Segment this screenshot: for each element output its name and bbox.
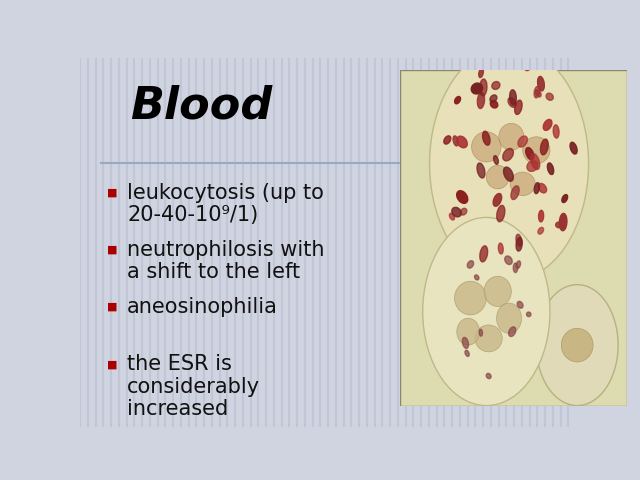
Ellipse shape [539,210,543,222]
Ellipse shape [538,76,545,91]
Ellipse shape [499,123,524,150]
Ellipse shape [511,186,519,200]
Text: ■: ■ [108,188,118,197]
Ellipse shape [465,350,469,357]
Ellipse shape [513,263,518,273]
Ellipse shape [457,136,467,148]
Text: increased: increased [127,399,228,419]
Ellipse shape [472,132,501,162]
Ellipse shape [479,79,487,96]
Ellipse shape [479,69,483,78]
Ellipse shape [454,281,486,315]
Ellipse shape [553,125,559,138]
Ellipse shape [509,90,516,105]
Ellipse shape [562,194,568,203]
Ellipse shape [538,183,547,193]
Ellipse shape [531,154,540,169]
Ellipse shape [516,234,522,246]
Ellipse shape [527,312,531,317]
Ellipse shape [527,161,538,171]
Circle shape [422,217,550,406]
Ellipse shape [546,93,554,100]
Ellipse shape [490,100,498,108]
Ellipse shape [457,318,479,345]
Ellipse shape [536,90,541,97]
Ellipse shape [462,337,468,348]
Ellipse shape [467,261,474,268]
Ellipse shape [493,193,502,206]
FancyBboxPatch shape [400,70,627,406]
Ellipse shape [477,163,485,178]
Ellipse shape [503,148,513,161]
Ellipse shape [471,83,483,94]
Circle shape [536,285,618,406]
Text: neutrophilosis with: neutrophilosis with [127,240,324,260]
Ellipse shape [483,131,490,145]
Ellipse shape [518,136,527,147]
Ellipse shape [534,183,540,193]
Ellipse shape [516,238,522,251]
Text: the ESR is: the ESR is [127,354,232,374]
Ellipse shape [515,100,522,115]
Ellipse shape [492,82,500,89]
Circle shape [429,46,589,281]
Ellipse shape [453,136,458,146]
Ellipse shape [505,256,512,264]
Ellipse shape [543,120,552,131]
Text: leukocytosis (up to: leukocytosis (up to [127,182,324,203]
Ellipse shape [497,205,505,222]
Ellipse shape [504,167,513,181]
Text: a shift to the left: a shift to the left [127,262,300,282]
Ellipse shape [570,142,577,154]
Ellipse shape [510,172,535,196]
Ellipse shape [517,301,523,308]
Ellipse shape [452,207,461,217]
Ellipse shape [509,327,516,336]
Ellipse shape [534,86,540,98]
Ellipse shape [559,214,567,231]
Ellipse shape [508,97,516,107]
Ellipse shape [444,136,451,144]
Ellipse shape [449,213,454,220]
Ellipse shape [556,222,561,228]
Ellipse shape [490,95,497,102]
Ellipse shape [484,276,511,307]
Ellipse shape [499,243,503,254]
Text: ■: ■ [108,360,118,370]
Ellipse shape [475,325,502,352]
Text: considerably: considerably [127,376,260,396]
Text: 20-40-10⁹/1): 20-40-10⁹/1) [127,204,259,225]
Ellipse shape [454,96,461,104]
Text: Blood: Blood [129,84,272,127]
Ellipse shape [493,156,499,164]
Ellipse shape [460,208,467,215]
Ellipse shape [523,137,550,164]
Ellipse shape [547,163,554,175]
Text: ■: ■ [108,245,118,255]
Ellipse shape [486,373,491,379]
Ellipse shape [561,328,593,362]
Ellipse shape [497,303,522,333]
Ellipse shape [474,275,479,280]
Ellipse shape [479,329,483,336]
Text: ■: ■ [108,302,118,312]
Ellipse shape [486,165,509,189]
Ellipse shape [525,147,534,160]
Ellipse shape [480,246,488,262]
Ellipse shape [540,139,548,155]
Ellipse shape [538,228,543,234]
Ellipse shape [457,191,468,204]
Ellipse shape [521,59,530,71]
Text: aneosinophilia: aneosinophilia [127,297,278,317]
Ellipse shape [516,261,520,268]
Ellipse shape [477,93,484,108]
